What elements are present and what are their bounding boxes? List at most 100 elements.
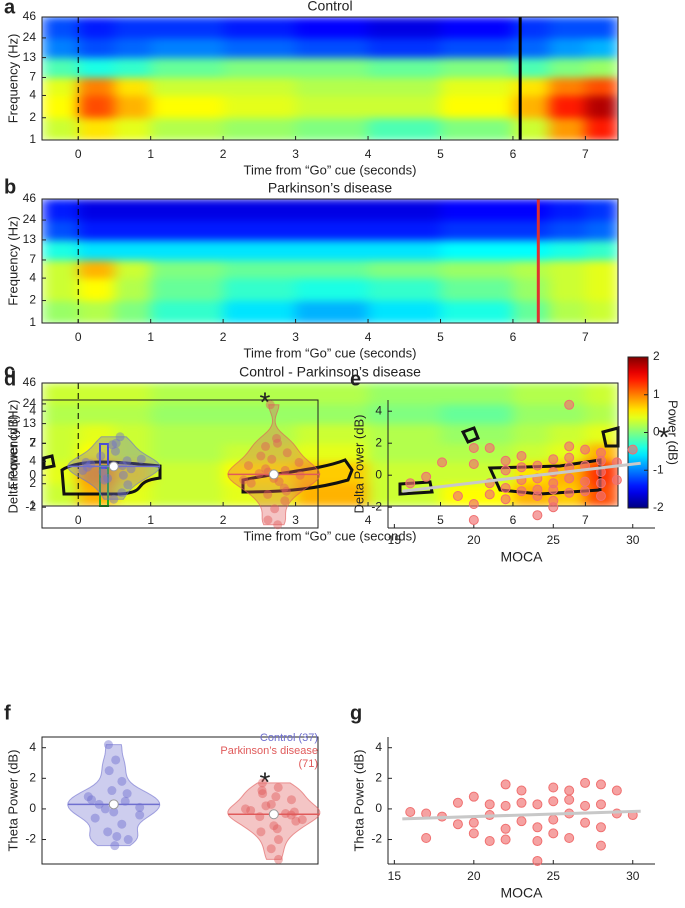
heatmap-cell — [114, 37, 152, 59]
heatmap-cell — [114, 278, 152, 302]
heatmap-cell — [223, 95, 297, 119]
heatmap-cell — [549, 37, 586, 59]
data-point — [135, 802, 145, 812]
data-point — [548, 828, 559, 839]
x-tick-label: 0 — [75, 513, 82, 527]
x-tick-label: 7 — [582, 330, 589, 344]
heatmap-cell — [549, 220, 586, 241]
data-point — [110, 446, 120, 456]
x-tick-label: 6 — [510, 330, 517, 344]
data-point — [580, 476, 591, 487]
data-point — [516, 785, 527, 796]
data-point — [580, 777, 591, 788]
heatmap-cell — [150, 443, 224, 462]
panel-letter: c — [4, 360, 15, 382]
heatmap-cell — [585, 57, 618, 78]
data-point — [295, 470, 305, 480]
y-tick-label: 4 — [29, 270, 36, 284]
x-tick-label: 20 — [467, 869, 481, 883]
data-point — [272, 438, 282, 448]
data-point — [468, 499, 479, 509]
data-point — [595, 822, 606, 833]
heatmap-cell — [150, 17, 224, 39]
data-point — [81, 457, 91, 467]
y-axis-label: Theta Power (dB) — [5, 750, 20, 852]
data-point — [595, 779, 606, 790]
fit-line — [402, 809, 641, 821]
heatmap — [42, 383, 618, 506]
data-point — [266, 844, 276, 854]
heatmap-cell — [585, 239, 618, 261]
chart-title: Control - Parkinson’s disease — [239, 364, 421, 380]
y-tick-label: 2 — [29, 770, 36, 784]
contour — [42, 454, 56, 470]
heatmap-cell — [440, 17, 514, 39]
data-point — [107, 440, 117, 450]
y-tick-label: 13 — [23, 416, 37, 430]
data-point — [484, 836, 495, 847]
heatmap-cell — [223, 239, 297, 261]
heatmap-cell — [42, 95, 79, 119]
data-point — [267, 454, 277, 464]
data-point — [258, 789, 268, 799]
median-dot — [108, 799, 119, 810]
heatmap-cell — [549, 300, 586, 323]
data-point — [272, 433, 282, 443]
data-point — [564, 452, 575, 463]
heatmap-cell — [42, 383, 79, 405]
median-dot — [268, 809, 279, 820]
heatmap-cell — [42, 57, 79, 78]
heatmap-cell — [223, 461, 297, 485]
data-point — [109, 807, 119, 817]
heatmap-cell — [150, 483, 224, 506]
data-point — [78, 465, 88, 475]
data-point — [257, 778, 267, 788]
data-point — [297, 815, 307, 825]
data-point — [255, 812, 265, 822]
heatmap-cell — [440, 117, 514, 140]
x-tick-label: 2 — [220, 147, 227, 161]
plot-frame — [41, 399, 319, 529]
x-tick-label: 25 — [547, 533, 561, 547]
y-tick-label: 4 — [375, 403, 382, 417]
median-dot — [108, 461, 119, 472]
heatmap-cell — [295, 77, 369, 96]
fit-line — [402, 461, 641, 493]
heatmap-cell — [114, 95, 152, 119]
data-point — [246, 478, 256, 488]
heatmap-cell — [549, 95, 586, 119]
contour — [460, 426, 480, 444]
plot-frame — [41, 198, 619, 324]
heatmap-cell — [549, 17, 586, 39]
heatmap-cell — [78, 278, 115, 302]
data-point — [452, 797, 463, 808]
x-tick-label: 2 — [220, 513, 227, 527]
data-point — [110, 841, 120, 851]
contour — [60, 460, 162, 496]
y-axis-label: Frequency (Hz) — [5, 216, 20, 306]
heatmap-cell — [42, 278, 79, 302]
colorbar-tick-label: 1 — [653, 387, 660, 401]
y-tick-label: 2 — [29, 435, 36, 449]
heatmap-cell — [585, 95, 618, 119]
y-tick-label: 46 — [23, 9, 37, 23]
data-point — [82, 462, 92, 472]
data-point — [580, 444, 591, 455]
heatmap-cell — [512, 239, 550, 261]
heatmap-cell — [42, 220, 79, 241]
heatmap-cell — [223, 443, 297, 462]
heatmap-cell — [42, 443, 79, 462]
heatmap-cell — [295, 17, 369, 39]
heatmap-cell — [78, 239, 115, 261]
heatmap-cell — [78, 95, 115, 119]
data-point — [120, 796, 130, 806]
heatmap-cell — [512, 383, 550, 405]
heatmap-cell — [549, 199, 586, 221]
data-point — [500, 465, 511, 476]
heatmap-cell — [78, 443, 115, 462]
data-point — [532, 799, 543, 810]
y-axis-label: Frequency (Hz) — [5, 34, 20, 124]
heatmap-cell — [368, 259, 441, 279]
x-axis-label: MOCA — [501, 885, 544, 901]
